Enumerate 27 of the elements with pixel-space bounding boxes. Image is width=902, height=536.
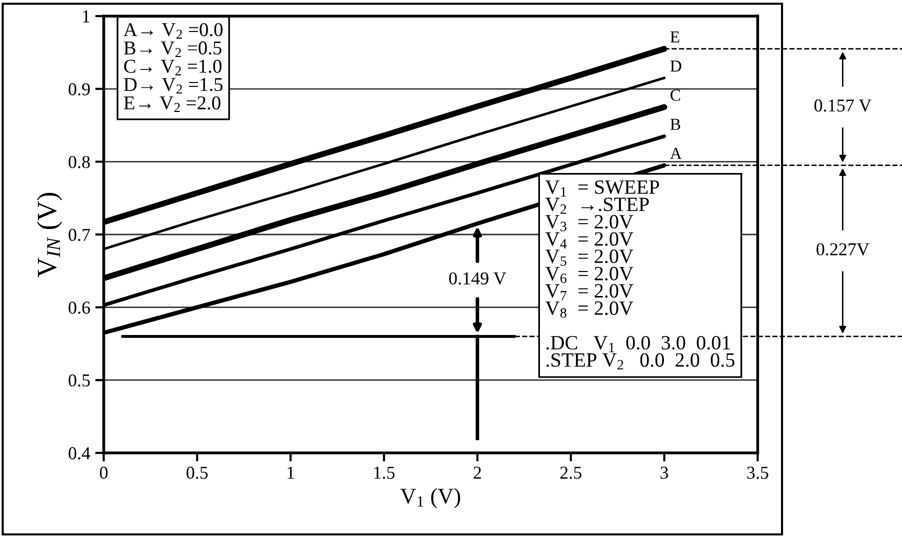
x-tick-label: 0 bbox=[100, 466, 108, 479]
x-tick-label: 1.5 bbox=[374, 466, 395, 479]
series-label: A bbox=[670, 148, 682, 159]
y-axis-title: V$_{IN}$ (V) bbox=[36, 192, 62, 278]
x-tick-label: 2.5 bbox=[560, 466, 582, 479]
y-tick-label: 0.9 bbox=[68, 83, 90, 96]
x-tick-label: 1 bbox=[288, 466, 294, 479]
x-tick-label: 0.5 bbox=[186, 466, 208, 479]
text: 0.157 V bbox=[814, 99, 872, 112]
x-tick-label: 3 bbox=[660, 466, 668, 479]
text: A→ V$_{2}$ =0.0 B→ V$_{2}$ =0.5 C→ V$_{2}$ =1.0 D→ V$_{2}$ =1.5 E→ V$_{2}$ =2.0 bbox=[124, 23, 223, 112]
y-tick-label: 0.7 bbox=[68, 228, 90, 242]
series-label: E bbox=[670, 31, 680, 42]
x-tick-label: 3.5 bbox=[747, 466, 768, 479]
x-axis-title: V$_{1}$ (V) bbox=[400, 488, 460, 508]
annotation: 0.149 V bbox=[449, 272, 506, 285]
series-label: C bbox=[670, 90, 680, 101]
series-label: D bbox=[670, 60, 682, 72]
y-tick-label: 0.5 bbox=[68, 374, 90, 387]
y-tick-label: 0.6 bbox=[68, 302, 90, 314]
series-label: B bbox=[670, 118, 680, 130]
y-tick-label: 0.8 bbox=[68, 156, 90, 168]
text: V$_{1}$ = SWEEP V$_{2}$ →.STEP V$_{3}$ = 2.0V V$_{4}$ = 2.0V V$_{5}$ = 2.0V V$_{6}$ = 2.0V V$_{7}$ = 2.0V V$_{8}$ = 2.0V .DC V$_{1}$ 0.0 3.0 0.01 .STEP V$_{2}$ 0.0 2.0 0.5 bbox=[545, 180, 734, 370]
text: 0.227V bbox=[816, 243, 870, 256]
y-tick-label: 0.4 bbox=[68, 447, 90, 460]
y-tick-label: 1 bbox=[83, 10, 90, 22]
x-tick-label: 2 bbox=[474, 466, 481, 479]
